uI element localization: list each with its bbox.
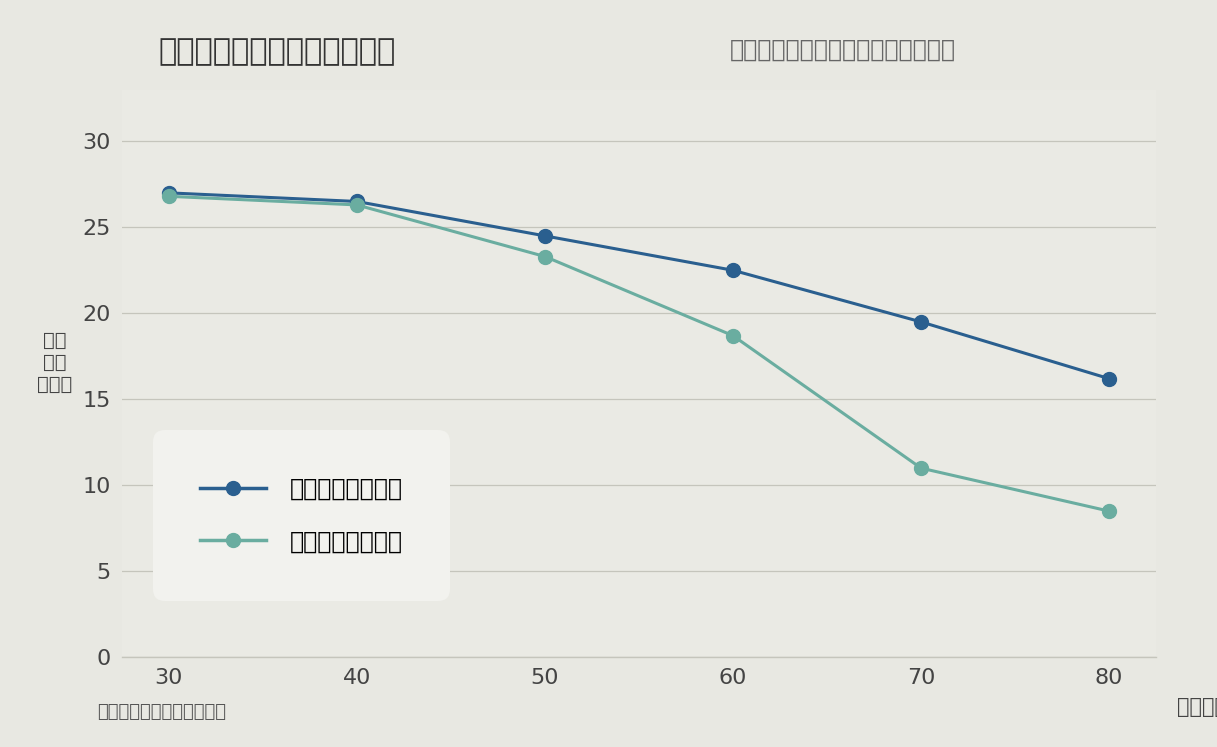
Text: （メンテナンスの有無による比較）: （メンテナンスの有無による比較） xyxy=(730,37,957,61)
Text: （年齢）: （年齢） xyxy=(1177,697,1217,717)
Legend: メンテナンスあり, メンテナンスなし: メンテナンスあり, メンテナンスなし xyxy=(164,441,438,589)
Y-axis label: 残存
歯数
（本）: 残存 歯数 （本） xyxy=(37,331,72,394)
Text: 日本人の年代別平均残存歯数: 日本人の年代別平均残存歯数 xyxy=(158,37,396,66)
Text: 出典：日吉歯科診療所調べ: 出典：日吉歯科診療所調べ xyxy=(97,703,226,721)
